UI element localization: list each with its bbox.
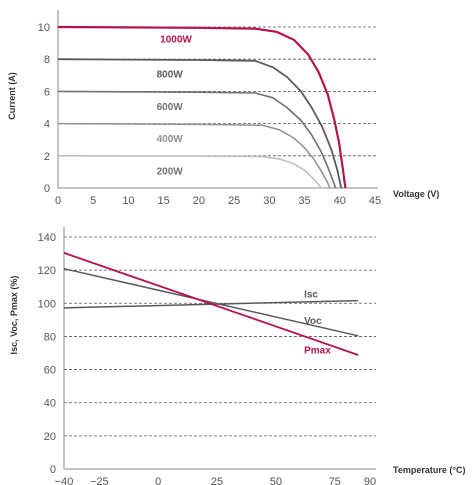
series-label-pmax: Pmax <box>304 346 331 357</box>
series-line-voc <box>63 267 359 337</box>
y-tick-0: 0 <box>44 183 50 195</box>
series-line-400w <box>57 122 331 189</box>
x-tick-0: 0 <box>55 195 61 207</box>
x-tick-45: 45 <box>369 195 381 207</box>
x-axis-title: Voltage (V) <box>393 189 439 199</box>
x-tick-75: 75 <box>329 476 341 485</box>
y-tick-8: 8 <box>44 54 50 66</box>
x-tick-15: 15 <box>158 195 170 207</box>
series-label-800w: 800W <box>157 70 184 81</box>
x-tick-20: 20 <box>193 195 205 207</box>
y-tick-10: 10 <box>38 22 50 34</box>
x-tick-25: 25 <box>228 195 240 207</box>
y-tick-120: 120 <box>38 265 56 277</box>
y-tick-2: 2 <box>44 151 50 163</box>
series-label-isc: Isc <box>304 289 318 300</box>
series-label-200w: 200W <box>157 166 184 177</box>
y-tick-60: 60 <box>44 365 56 377</box>
series-line-200w <box>57 155 323 189</box>
series-line-1000w <box>57 25 347 189</box>
y-tick-4: 4 <box>44 119 50 131</box>
y-tick-40: 40 <box>44 398 56 410</box>
x-tick-0: 0 <box>155 476 161 485</box>
series-label-1000w: 1000W <box>160 34 192 45</box>
x-tick-25: 25 <box>211 476 223 485</box>
x-tick-5: 5 <box>90 195 96 207</box>
x-tick-50: 50 <box>270 476 282 485</box>
iv-curve-chart: 0 2 4 6 8 10 0 5 10 15 20 25 30 35 40 45 Voltage (V) Curr… <box>7 10 439 207</box>
y-axis-title: Isc, Voc, Pmax (%) <box>9 276 19 355</box>
y-tick-20: 20 <box>44 431 56 443</box>
series-line-600w <box>57 90 337 189</box>
series-line-pmax <box>63 252 359 356</box>
x-axis-title: Temperature (°C) <box>393 465 465 475</box>
series-label-600w: 600W <box>157 102 184 113</box>
x-tick-35: 35 <box>298 195 310 207</box>
y-tick-0: 0 <box>50 464 56 476</box>
series-label-voc: Voc <box>304 316 322 327</box>
y-tick-100: 100 <box>38 298 56 310</box>
y-tick-140: 140 <box>38 232 56 244</box>
temperature-chart: 0 20 40 60 80 100 120 140 −40 −25 0 25 50 75 90 Tempera… <box>9 227 465 485</box>
series-line-800w <box>57 58 343 189</box>
x-tick-40: −40 <box>55 476 74 485</box>
x-tick-30: 30 <box>263 195 275 207</box>
x-tick-25: −25 <box>90 476 109 485</box>
x-tick-40: 40 <box>334 195 346 207</box>
x-tick-90: 90 <box>364 476 376 485</box>
x-tick-10: 10 <box>122 195 134 207</box>
y-tick-80: 80 <box>44 331 56 343</box>
y-axis-title: Current (A) <box>7 72 17 120</box>
series-label-400w: 400W <box>157 134 184 145</box>
y-tick-6: 6 <box>44 86 50 98</box>
